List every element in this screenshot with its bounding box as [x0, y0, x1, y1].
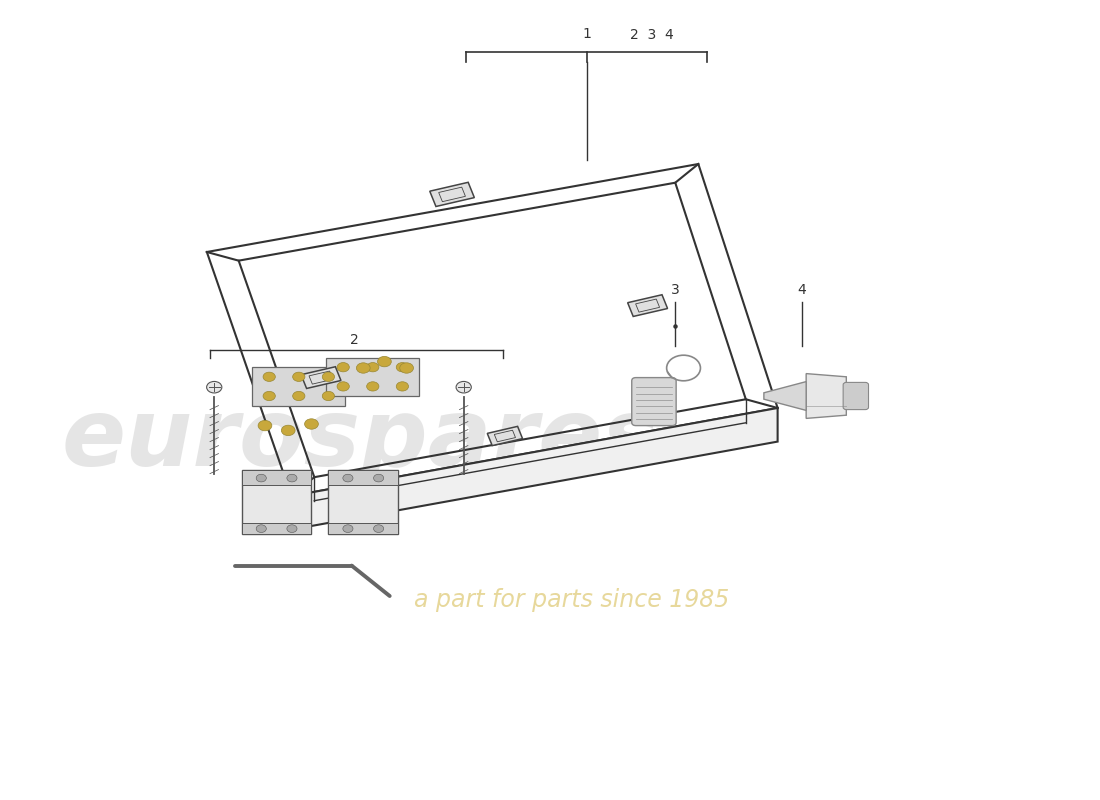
Circle shape: [356, 363, 370, 373]
Circle shape: [287, 474, 297, 482]
Circle shape: [293, 372, 305, 382]
Circle shape: [377, 357, 392, 366]
Circle shape: [322, 391, 334, 401]
Circle shape: [343, 474, 353, 482]
Circle shape: [263, 372, 275, 382]
Polygon shape: [292, 408, 778, 530]
Circle shape: [287, 525, 297, 533]
Circle shape: [293, 391, 305, 401]
Text: a part for parts since 1985: a part for parts since 1985: [414, 588, 729, 612]
FancyBboxPatch shape: [631, 378, 676, 426]
Polygon shape: [301, 366, 341, 389]
Circle shape: [256, 525, 266, 533]
Polygon shape: [763, 382, 806, 410]
Polygon shape: [487, 426, 522, 446]
Circle shape: [396, 382, 408, 391]
Polygon shape: [327, 358, 419, 396]
Circle shape: [322, 372, 334, 382]
Text: 3: 3: [671, 282, 680, 297]
Text: 2  3  4: 2 3 4: [630, 28, 673, 42]
FancyBboxPatch shape: [843, 382, 869, 410]
Circle shape: [399, 363, 414, 373]
Circle shape: [207, 382, 222, 393]
Circle shape: [258, 421, 272, 430]
Circle shape: [337, 362, 350, 372]
Circle shape: [374, 525, 384, 533]
Polygon shape: [430, 182, 474, 206]
Polygon shape: [329, 523, 398, 534]
Polygon shape: [806, 374, 846, 418]
Circle shape: [305, 419, 318, 429]
Circle shape: [374, 474, 384, 482]
Polygon shape: [252, 367, 345, 406]
Circle shape: [263, 391, 275, 401]
Polygon shape: [628, 294, 668, 317]
Circle shape: [282, 426, 295, 435]
Circle shape: [456, 382, 471, 393]
Circle shape: [343, 525, 353, 533]
Text: 2: 2: [351, 333, 360, 347]
Circle shape: [366, 362, 378, 372]
Polygon shape: [329, 470, 398, 534]
Circle shape: [366, 382, 378, 391]
Text: 4: 4: [798, 282, 806, 297]
Circle shape: [337, 382, 350, 391]
Polygon shape: [242, 470, 311, 534]
Circle shape: [256, 474, 266, 482]
Circle shape: [396, 362, 408, 372]
Polygon shape: [242, 470, 311, 485]
Text: eurospares: eurospares: [62, 394, 659, 486]
Text: 1: 1: [583, 26, 592, 41]
Polygon shape: [329, 470, 398, 485]
Polygon shape: [242, 523, 311, 534]
